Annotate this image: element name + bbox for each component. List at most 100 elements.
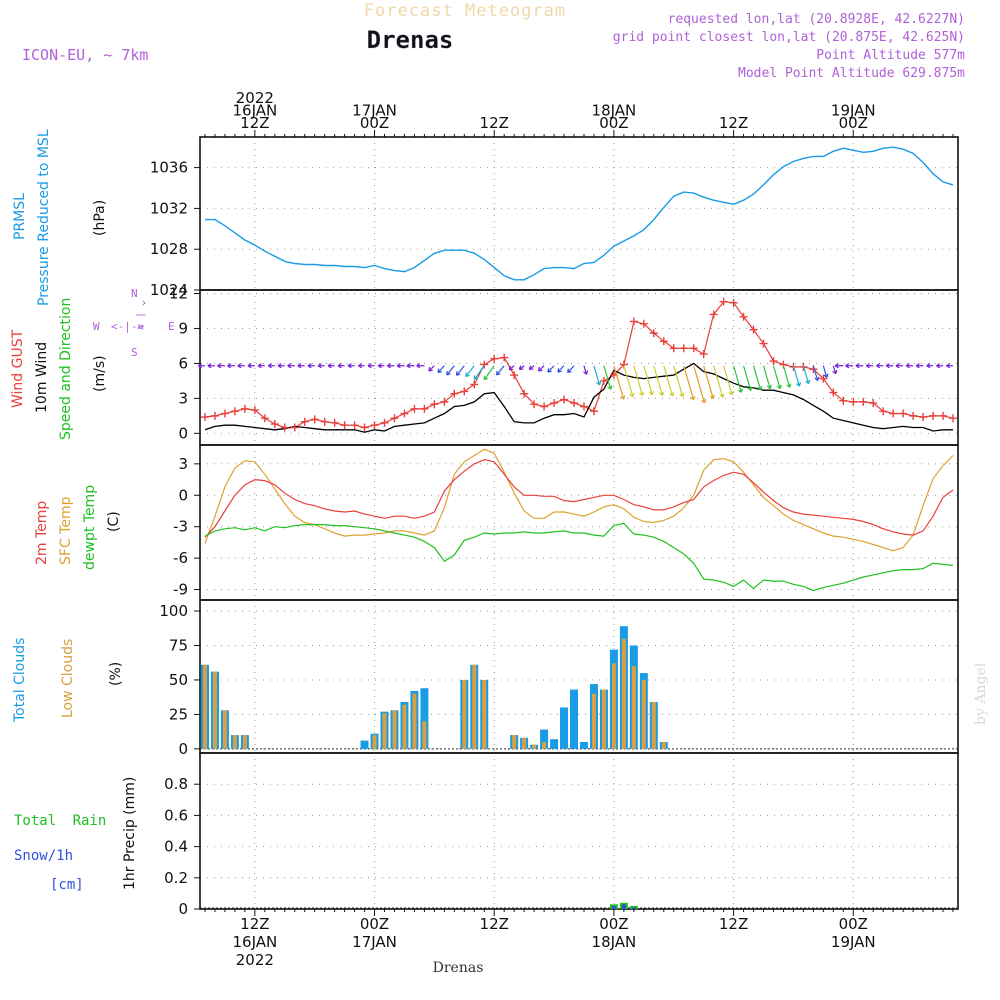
top-time-label-1-0: 17JAN xyxy=(352,102,397,120)
wind-arrow-64 xyxy=(834,363,844,369)
low-cloud-bar-44 xyxy=(641,679,646,749)
temp-line xyxy=(204,459,954,538)
gust-point-51 xyxy=(709,310,718,319)
low-cloud-bar-39 xyxy=(591,693,596,749)
wind-arrow-52 xyxy=(723,365,734,396)
snow-label: Snow/1h xyxy=(14,848,73,864)
bottom-time-label-0-1: 16JAN xyxy=(232,933,277,951)
low-cloud-bar-26 xyxy=(462,679,467,749)
location-title: Drenas xyxy=(367,26,454,54)
gust-point-43 xyxy=(629,317,638,326)
compass-ns-arrows: ^ | v xyxy=(135,300,146,330)
wind-arrow-6 xyxy=(257,363,265,369)
top-time-label-0-0: 2022 xyxy=(236,89,274,107)
wind-arrow-2 xyxy=(217,363,225,369)
gust-point-26 xyxy=(460,387,469,396)
low-cloud-bar-45 xyxy=(651,702,656,749)
model-label: ICON-EU, ~ 7km xyxy=(22,46,148,64)
gust-point-68 xyxy=(879,407,888,416)
bottom-time-label-0-0: 12Z xyxy=(240,915,269,933)
top-time-label-5-0: 19JAN xyxy=(831,102,876,120)
wind-arrow-73 xyxy=(926,363,934,369)
compass-we-arrows: <-|-> xyxy=(111,320,144,333)
wind-arrow-36 xyxy=(557,365,565,373)
sfc-label: SFC Temp xyxy=(58,496,74,565)
gust-point-5 xyxy=(250,406,259,415)
bottom-time-label-3-1: 18JAN xyxy=(592,933,637,951)
ytick-label-precip-2: 0.4 xyxy=(164,838,188,856)
ytick-label-wind-2: 6 xyxy=(178,354,188,372)
wind-arrow-71 xyxy=(905,363,914,369)
gust-point-63 xyxy=(829,388,838,397)
gust-point-47 xyxy=(669,344,678,353)
snow-bar-1 xyxy=(621,904,626,909)
gust-point-27 xyxy=(470,380,479,389)
gust-point-65 xyxy=(849,397,858,406)
gust-point-7 xyxy=(270,420,279,429)
bottom-time-label-3-0: 00Z xyxy=(599,915,628,933)
low-cloud-bar-1 xyxy=(212,671,217,749)
wind-arrow-37 xyxy=(567,365,575,374)
gust-point-74 xyxy=(939,411,948,420)
low-cloud-bar-42 xyxy=(621,638,626,749)
gust-point-4 xyxy=(240,404,249,413)
wind-arrow-22 xyxy=(416,363,425,369)
bottom-time-label-0-2: 2022 xyxy=(236,951,274,969)
wind-arrow-32 xyxy=(518,365,525,370)
wind-arrow-38 xyxy=(583,365,589,375)
gust-point-18 xyxy=(380,418,389,427)
total-cloud-bar-22 xyxy=(420,688,429,749)
pressure-unit: (hPa) xyxy=(92,200,108,236)
gust-point-67 xyxy=(869,399,878,408)
wind-arrow-69 xyxy=(885,363,894,369)
wind-arrow-53 xyxy=(733,365,744,393)
gust-point-56 xyxy=(759,339,768,348)
wind-arrow-75 xyxy=(946,363,954,369)
gust-point-46 xyxy=(659,337,668,346)
top-time-label-1-1: 00Z xyxy=(360,114,389,132)
panel-wind: 0 3 6 9 12 xyxy=(169,284,959,446)
low-cloud-bar-28 xyxy=(482,679,487,749)
low-cloud-bar-33 xyxy=(532,744,537,749)
panel-precip: 0 0.2 0.4 0.6 0.8 xyxy=(164,752,959,918)
gust-point-8 xyxy=(280,423,289,432)
rain-label: Total Rain xyxy=(14,813,106,829)
gust-point-66 xyxy=(859,397,868,406)
gust-label: Wind GUST xyxy=(10,329,26,408)
wind-arrow-17 xyxy=(367,363,375,369)
gust-point-22 xyxy=(420,404,429,413)
wind-arrow-51 xyxy=(713,365,725,398)
wind-arrow-18 xyxy=(377,363,385,369)
total-cloud-bar-35 xyxy=(550,739,559,749)
wind-arrow-68 xyxy=(876,363,884,369)
total-cloud-bar-38 xyxy=(579,741,588,749)
wind-arrow-44 xyxy=(643,365,654,396)
low-cloud-bar-20 xyxy=(402,704,407,749)
low-cloud-bar-0 xyxy=(202,664,207,749)
wind-arrow-74 xyxy=(936,363,944,369)
gust-point-70 xyxy=(899,409,908,418)
bottom-time-label-5-1: 19JAN xyxy=(831,933,876,951)
gust-point-57 xyxy=(769,357,778,366)
gust-point-34 xyxy=(540,402,549,411)
wind-arrow-63 xyxy=(832,365,838,375)
gust-point-64 xyxy=(839,396,848,405)
frame-precip xyxy=(199,752,959,910)
ytick-label-pressure-0: 1024 xyxy=(150,281,188,299)
wind-arrow-48 xyxy=(683,365,696,401)
sfc-temp-line xyxy=(204,448,954,552)
wind-arrow-33 xyxy=(528,365,535,370)
wind-arrow-62 xyxy=(822,365,829,378)
low-cloud-bar-21 xyxy=(412,693,417,749)
wind-arrow-13 xyxy=(327,363,335,369)
ytick-label-pressure-1: 1028 xyxy=(150,240,188,258)
wind-arrow-12 xyxy=(317,363,325,369)
frame-temp xyxy=(199,444,959,601)
wind-arrow-16 xyxy=(358,363,365,369)
wind-arrow-66 xyxy=(855,363,864,369)
wind-unit: (m/s) xyxy=(92,355,108,392)
wind-arrow-50 xyxy=(703,365,715,400)
frame-wind xyxy=(199,289,959,446)
wind-arrow-3 xyxy=(227,363,235,369)
top-time-label-0-2: 12Z xyxy=(240,114,269,132)
